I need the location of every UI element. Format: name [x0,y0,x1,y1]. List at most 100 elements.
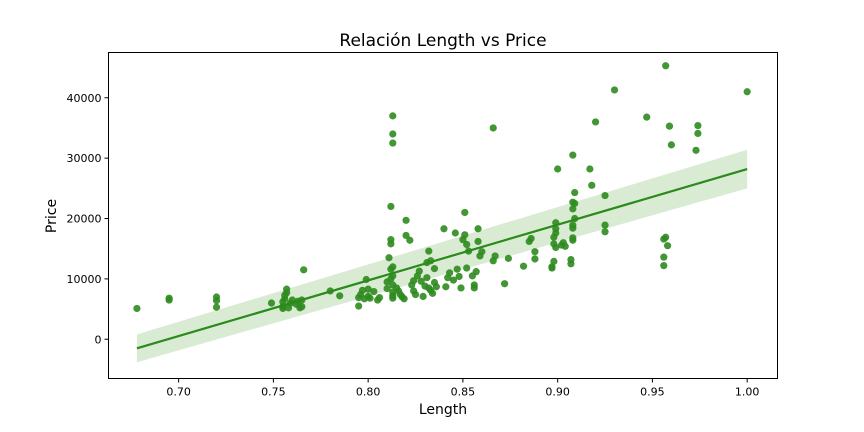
data-point [531,248,539,256]
data-point [601,191,609,200]
data-point [389,112,397,120]
data-point [571,199,579,208]
data-point [283,285,291,293]
data-point [601,221,609,229]
data-point [531,255,539,263]
data-point [550,257,558,265]
data-point [554,165,562,173]
x-axis-label: Length [419,402,467,418]
data-point [474,237,482,246]
data-point [586,165,594,173]
data-point [610,86,619,94]
data-point [425,247,433,255]
data-point [500,280,509,288]
y-tick-label: 30000 [67,152,102,165]
data-point [692,146,700,154]
y-axis-label: Price [44,199,60,233]
data-point [527,234,535,243]
x-tick-label: 0.70 [166,386,191,399]
data-point [643,113,651,121]
data-point [519,262,528,270]
x-tick-label: 1.00 [735,386,760,399]
data-point [383,284,391,293]
data-point [402,231,410,240]
data-point [665,122,674,130]
x-axis-ticks: 0.70 0.75 0.80 0.85 0.90 0.95 1.00 [166,378,760,399]
data-point [370,287,378,296]
data-point [364,285,372,293]
data-point [267,299,276,307]
data-point [457,284,465,292]
confidence-band [136,149,748,363]
data-point [660,262,668,270]
data-point [212,303,221,311]
y-tick-label: 20000 [67,213,102,226]
data-point [743,88,751,96]
data-point [478,248,486,256]
data-point [389,130,397,138]
data-point [472,268,480,276]
data-point [449,276,458,284]
data-point [569,205,577,213]
regression-line [136,167,748,350]
data-point [298,303,306,311]
confidence-band-layer [136,149,748,363]
data-point [662,62,670,70]
data-point [552,225,560,233]
data-point [400,295,408,303]
data-point [355,302,363,310]
data-point [567,255,575,264]
data-point [410,277,418,285]
regression-line-layer [136,167,748,350]
data-point [430,265,439,273]
data-point [463,240,471,249]
data-point [561,242,569,250]
data-point [694,129,702,137]
data-point [461,231,469,239]
data-point [569,221,577,229]
x-tick-label: 0.95 [640,386,665,399]
data-point [470,284,478,292]
data-point [463,264,471,272]
data-point [474,225,482,233]
data-point [417,277,425,285]
data-point [389,263,397,271]
data-point [165,294,173,302]
data-point [406,236,414,244]
data-point [387,202,395,211]
data-point [489,124,497,132]
data-point [662,233,670,241]
y-axis-ticks: 0 10000 20000 30000 40000 [67,92,109,346]
data-point [387,236,395,244]
data-point [660,253,668,261]
data-point [491,252,499,260]
data-point [588,181,596,189]
data-point [415,267,423,275]
data-point [358,286,367,294]
x-tick-label: 0.75 [261,386,286,399]
y-tick-label: 40000 [67,92,102,105]
x-tick-label: 0.90 [545,386,570,399]
data-point [389,139,397,147]
data-point [366,294,374,302]
data-point [446,269,454,277]
data-point [569,151,577,159]
data-point [552,243,560,252]
chart-title: Relación Length vs Price [339,31,546,51]
y-tick-label: 0 [95,333,102,346]
data-point [442,283,450,291]
data-point [300,266,308,274]
data-point [453,265,461,273]
data-point [504,254,512,262]
data-point [419,292,427,300]
y-tick-label: 10000 [67,273,102,286]
data-point [428,289,437,297]
data-point [375,294,384,302]
data-point [440,225,448,233]
data-point [461,208,469,217]
data-point [548,264,556,272]
data-point [591,118,600,126]
data-point [694,121,702,130]
x-tick-label: 0.85 [451,386,476,399]
